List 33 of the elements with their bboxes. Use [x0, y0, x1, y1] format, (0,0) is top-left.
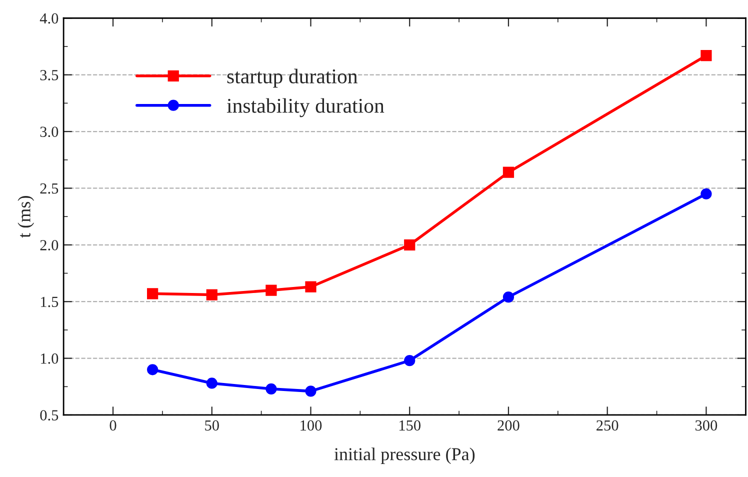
x-tick-label: 200 — [498, 420, 520, 431]
point — [404, 239, 416, 250]
point — [700, 188, 712, 200]
point — [206, 289, 218, 300]
x-tick-label: 250 — [596, 420, 618, 431]
point — [700, 50, 712, 62]
y-tick-label: 2.0 — [40, 240, 58, 250]
point — [147, 364, 158, 376]
y-tick-label: 4.0 — [40, 13, 58, 24]
x-tick-label: 300 — [695, 420, 718, 431]
y-tick-label: 0.5 — [40, 410, 58, 421]
point — [266, 284, 277, 296]
y-tick-label: 3.5 — [40, 70, 58, 80]
point — [502, 292, 514, 303]
point — [147, 288, 158, 300]
point — [266, 383, 277, 394]
point — [206, 378, 218, 389]
legend-label: startup duration — [227, 68, 358, 88]
x-tick-label: 100 — [300, 420, 322, 431]
y-tick-label: 1.0 — [40, 353, 58, 364]
x-tick-label: 50 — [205, 420, 219, 431]
y-tick-label: 2.5 — [40, 183, 58, 194]
point — [305, 281, 316, 292]
y-axis-title: t (ms) — [18, 196, 34, 238]
point — [502, 166, 514, 178]
point — [404, 355, 416, 366]
x-tick-label: 150 — [399, 420, 420, 431]
y-tick-label: 3.0 — [40, 126, 58, 138]
legend-label: instability duration — [226, 98, 384, 118]
point — [305, 386, 316, 397]
y-tick-label: 1.5 — [40, 296, 58, 308]
x-tick-label: 0 — [110, 420, 116, 431]
x-axis-title: initial pressure (Pa) — [334, 448, 475, 464]
